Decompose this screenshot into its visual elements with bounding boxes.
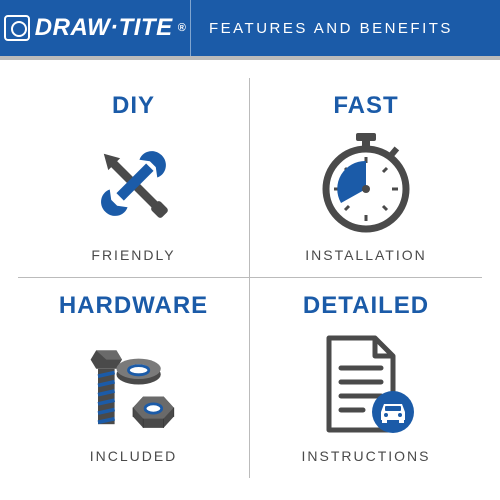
feature-hardware: HARDWARE bbox=[18, 278, 250, 478]
feature-title: FAST bbox=[333, 92, 398, 120]
feature-title: DIY bbox=[112, 92, 155, 120]
feature-subtitle: INSTALLATION bbox=[305, 247, 427, 263]
header-subtitle: FEATURES AND BENEFITS bbox=[190, 0, 500, 56]
feature-fast: FAST bbox=[250, 78, 482, 278]
stopwatch-icon bbox=[260, 120, 472, 247]
feature-subtitle: INCLUDED bbox=[90, 448, 178, 464]
feature-detailed: DETAILED bbox=[250, 278, 482, 478]
feature-subtitle: FRIENDLY bbox=[91, 247, 175, 263]
feature-diy: DIY FRIENDLY bbox=[18, 78, 250, 278]
feature-title: HARDWARE bbox=[59, 292, 208, 320]
wrench-screwdriver-icon bbox=[28, 120, 239, 247]
feature-title: DETAILED bbox=[303, 292, 429, 320]
document-vehicle-icon bbox=[260, 320, 472, 448]
brand-logo: DRAW·TITE ® bbox=[0, 0, 190, 56]
brand-name: DRAW·TITE bbox=[35, 14, 173, 42]
feature-subtitle: INSTRUCTIONS bbox=[302, 448, 431, 464]
registered-mark: ® bbox=[178, 22, 187, 34]
logo-mark-icon bbox=[4, 15, 30, 41]
header: DRAW·TITE ® FEATURES AND BENEFITS bbox=[0, 0, 500, 60]
feature-grid: DIY FRIENDLY FAST bbox=[0, 60, 500, 496]
bolt-nut-washer-icon bbox=[28, 320, 239, 448]
